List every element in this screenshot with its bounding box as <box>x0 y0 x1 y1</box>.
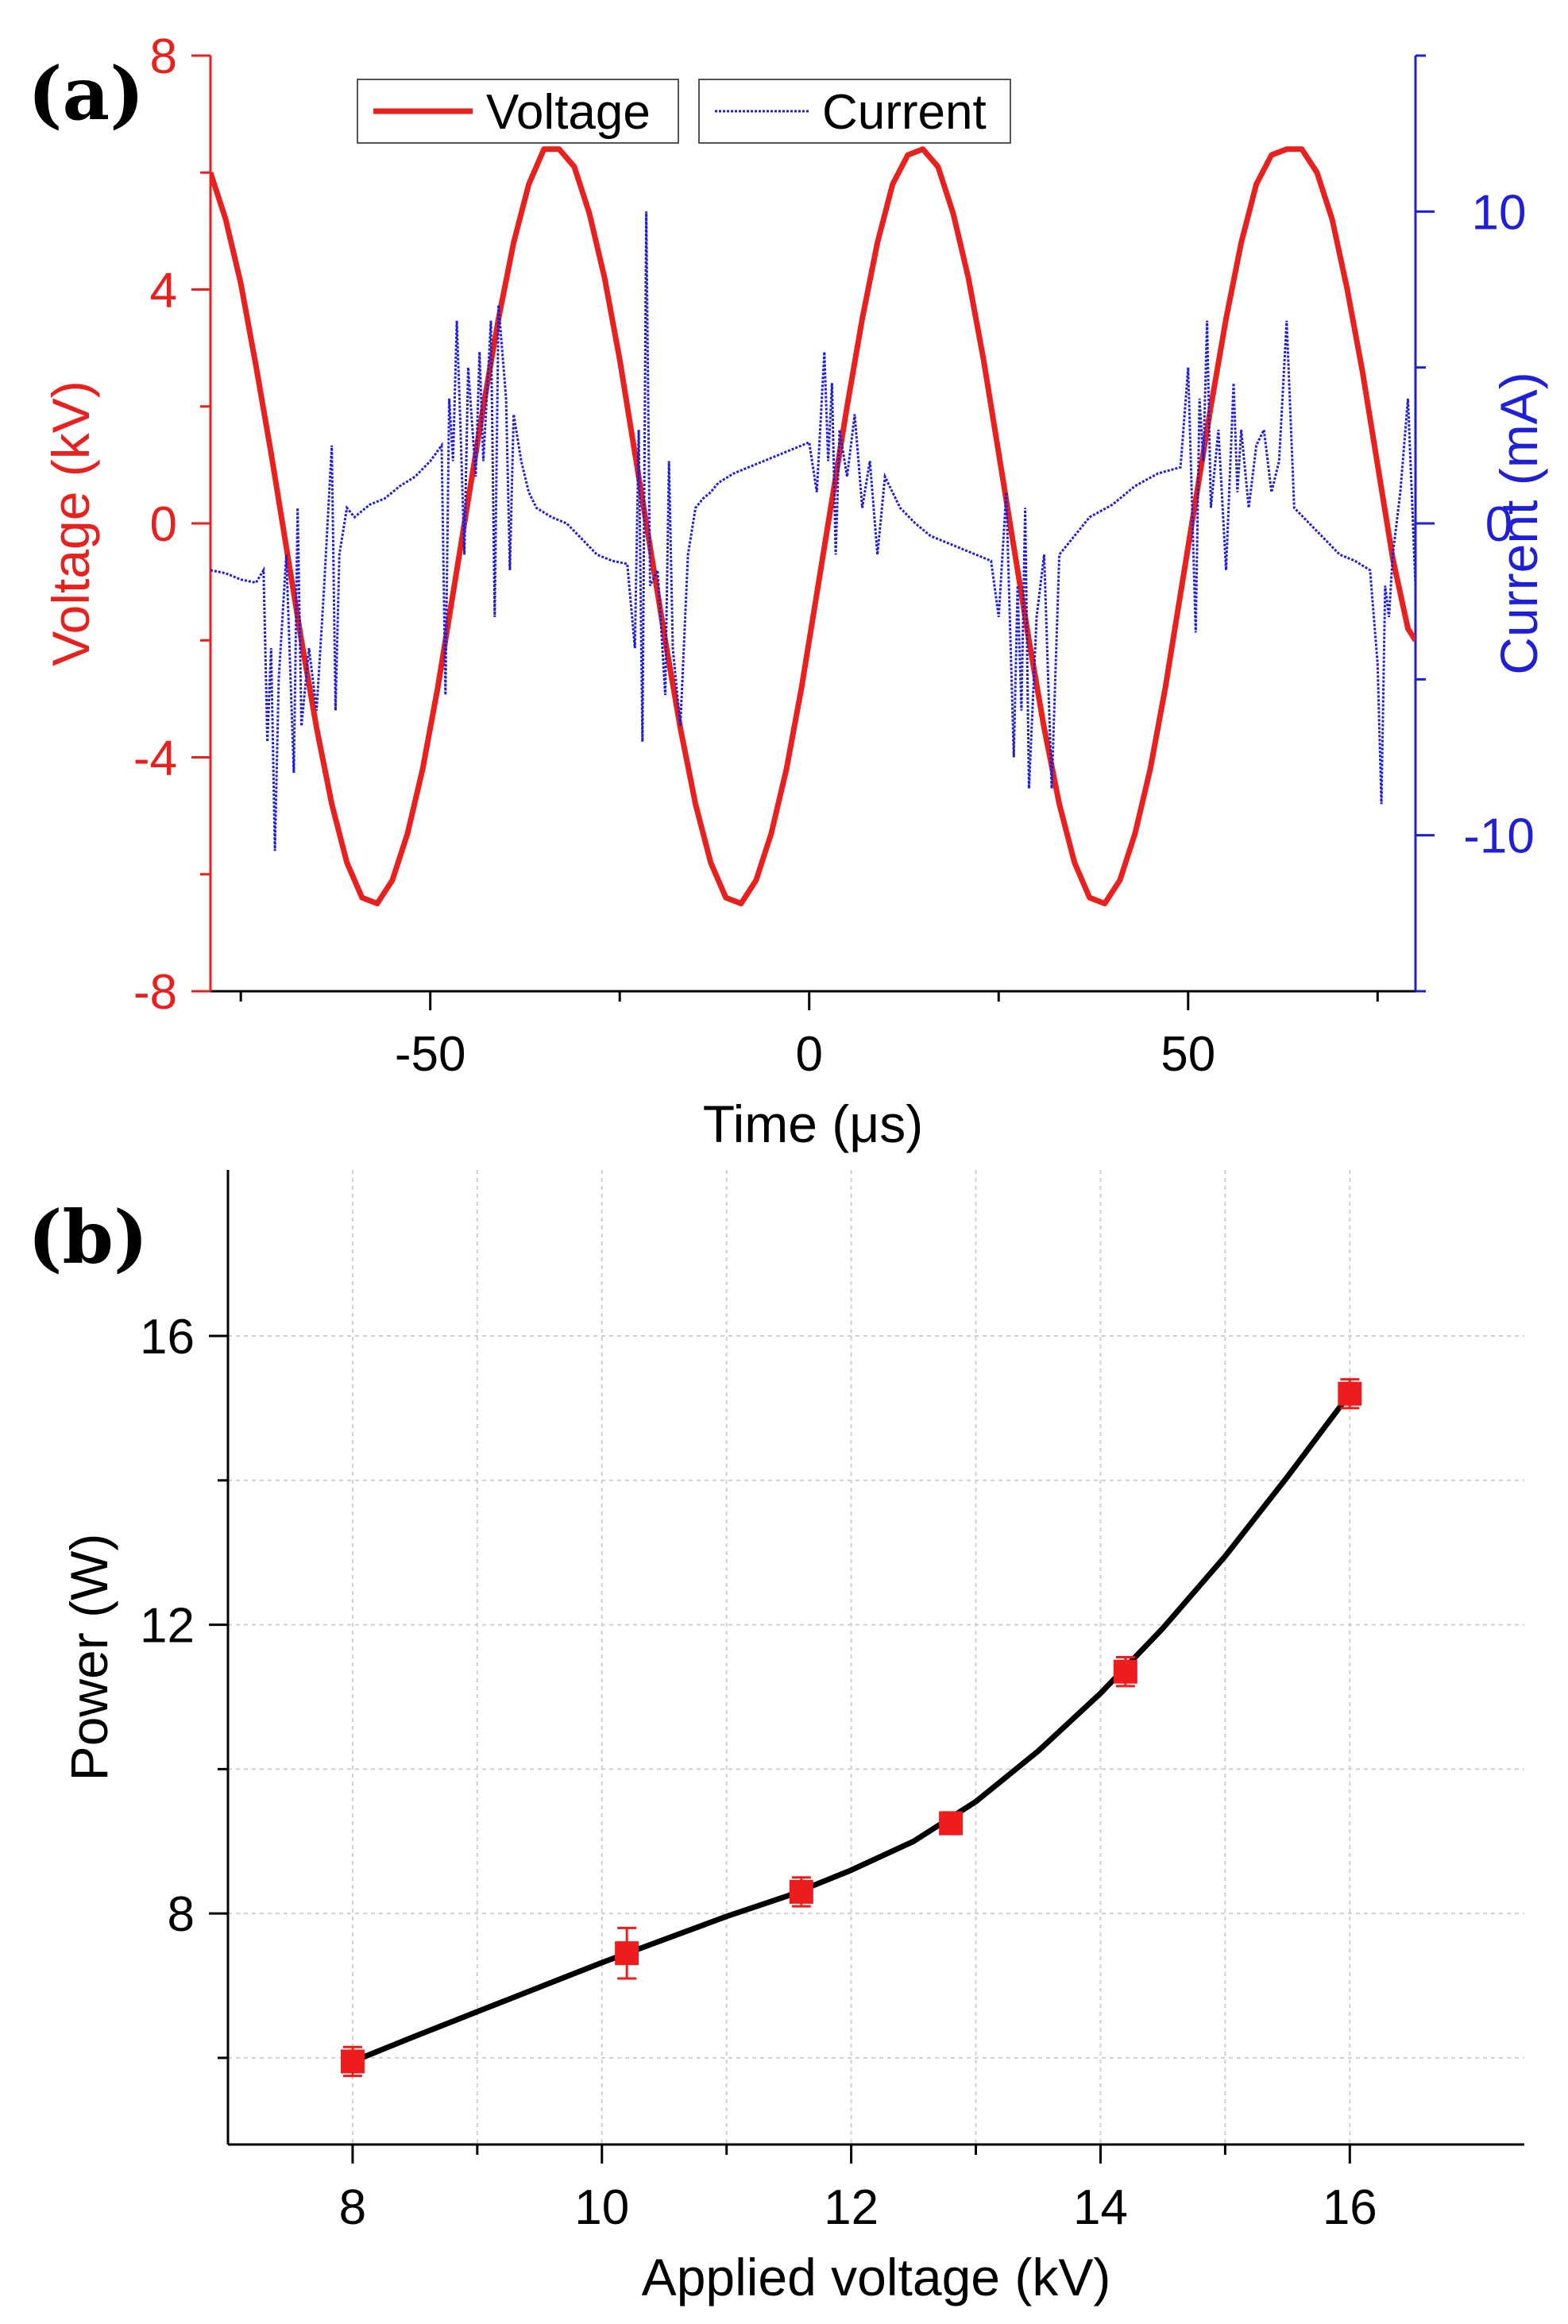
left-axis-title: Voltage (kV) <box>41 380 100 666</box>
x-tick-label: 16 <box>1323 2180 1377 2235</box>
x-tick-label: 0 <box>795 1027 822 1082</box>
right-tick-label: 10 <box>1472 185 1527 240</box>
legend-current-label: Current <box>822 85 987 140</box>
voltage-series-line <box>210 146 1415 907</box>
legend: Voltage Current <box>357 79 1011 144</box>
legend-voltage-label: Voltage <box>486 85 651 140</box>
panel-b-label: (b) <box>28 1195 148 1280</box>
left-tick-label: -8 <box>133 965 177 1020</box>
left-tick-label: -4 <box>133 732 177 786</box>
data-point <box>1113 1659 1137 1684</box>
chart-b-power-vs-voltage: 8 10 12 14 16 Applied voltage (kV) 8 12 16 Power … <box>60 1170 1524 2307</box>
chart-a-voltage-current: -50 0 50 Time (μs) -8 -4 0 4 8 Voltage (kV) -10 0 10… <box>41 29 1548 1153</box>
y-axis-title: Power (W) <box>60 1534 118 1782</box>
x-tick-label: 12 <box>824 2180 879 2235</box>
data-point <box>939 1811 964 1836</box>
data-point <box>340 2049 365 2074</box>
left-tick-label: 0 <box>150 497 177 552</box>
x-axis-title: Applied voltage (kV) <box>642 2248 1111 2307</box>
x-tick-label: 10 <box>574 2180 629 2235</box>
right-tick-label: -10 <box>1463 809 1535 864</box>
data-point <box>789 1879 813 1904</box>
x-tick-label: 8 <box>339 2180 366 2235</box>
right-tick-label: 0 <box>1485 497 1512 552</box>
panel-a-label: (a) <box>28 51 145 137</box>
y-tick-label: 16 <box>140 1310 195 1365</box>
left-tick-label: 8 <box>150 29 177 84</box>
left-tick-label: 4 <box>150 264 177 318</box>
data-point <box>615 1941 639 1966</box>
x-tick-label: 14 <box>1073 2180 1128 2235</box>
y-tick-label: 12 <box>140 1599 195 1654</box>
data-point <box>1338 1381 1362 1406</box>
right-axis-title: Current (mA) <box>1489 372 1548 674</box>
y-tick-label: 8 <box>168 1887 195 1942</box>
x-axis-title: Time (μs) <box>703 1094 924 1153</box>
x-tick-label: 50 <box>1161 1027 1215 1082</box>
fit-line <box>351 1392 1353 2064</box>
current-series-line <box>210 211 1415 851</box>
x-tick-label: -50 <box>395 1027 466 1082</box>
